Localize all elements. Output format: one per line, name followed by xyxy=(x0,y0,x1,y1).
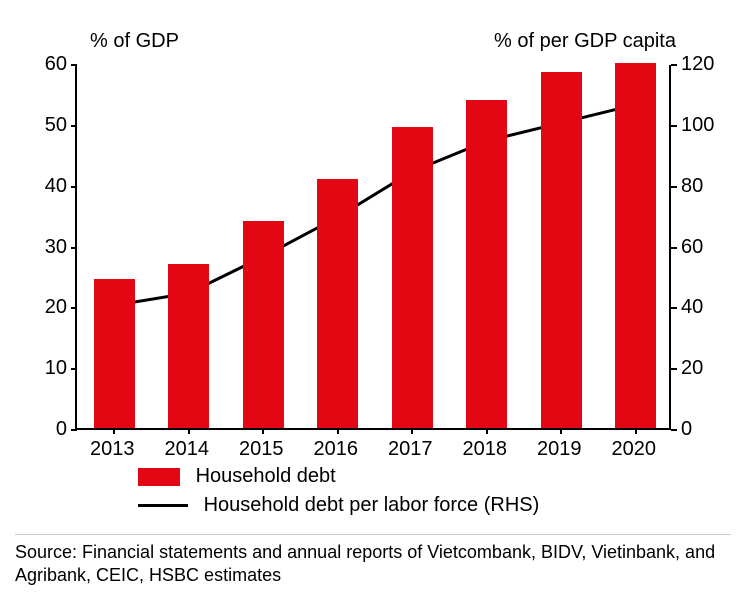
y-left-tick xyxy=(71,64,77,66)
left-axis-title: % of GDP xyxy=(90,30,179,53)
legend-swatch-line xyxy=(138,504,188,507)
y-left-tick-label: 30 xyxy=(27,236,67,259)
x-tick xyxy=(262,428,264,434)
y-right-tick-label: 100 xyxy=(681,114,731,137)
y-left-tick-label: 0 xyxy=(27,418,67,441)
x-tick-label: 2014 xyxy=(165,438,210,461)
y-right-tick-label: 60 xyxy=(681,236,731,259)
y-right-tick xyxy=(671,125,677,127)
y-right-tick-label: 40 xyxy=(681,296,731,319)
x-tick xyxy=(188,428,190,434)
y-left-tick-label: 60 xyxy=(27,53,67,76)
x-tick xyxy=(411,428,413,434)
bar xyxy=(317,179,358,428)
x-tick xyxy=(486,428,488,434)
bar xyxy=(541,72,582,428)
x-tick xyxy=(113,428,115,434)
x-tick-label: 2015 xyxy=(239,438,284,461)
x-tick-label: 2017 xyxy=(388,438,433,461)
plot-area xyxy=(75,65,671,430)
y-left-tick-label: 40 xyxy=(27,175,67,198)
legend-label-line: Household debt per labor force (RHS) xyxy=(204,494,540,516)
x-tick xyxy=(337,428,339,434)
y-left-tick xyxy=(71,186,77,188)
x-tick-label: 2018 xyxy=(463,438,508,461)
y-left-tick-label: 10 xyxy=(27,357,67,380)
legend-line: Household debt per labor force (RHS) xyxy=(138,494,539,517)
y-left-tick xyxy=(71,125,77,127)
bar xyxy=(94,279,135,428)
x-tick-label: 2016 xyxy=(314,438,359,461)
y-right-tick xyxy=(671,64,677,66)
y-left-tick xyxy=(71,429,77,431)
legend-swatch-bars xyxy=(138,468,180,486)
line-series xyxy=(77,65,673,430)
bar xyxy=(168,264,209,428)
y-left-tick xyxy=(71,307,77,309)
bar xyxy=(466,100,507,429)
y-right-tick-label: 80 xyxy=(681,175,731,198)
y-right-tick xyxy=(671,307,677,309)
y-left-tick xyxy=(71,368,77,370)
legend-label-bars: Household debt xyxy=(196,465,336,487)
chart-container: % of GDP % of per GDP capita Household d… xyxy=(0,0,746,597)
y-right-tick xyxy=(671,247,677,249)
y-left-tick-label: 50 xyxy=(27,114,67,137)
legend-bars: Household debt xyxy=(138,465,336,488)
right-axis-title: % of per GDP capita xyxy=(494,30,676,53)
bar xyxy=(615,63,656,428)
y-right-tick xyxy=(671,429,677,431)
y-right-tick xyxy=(671,186,677,188)
bar xyxy=(243,221,284,428)
y-right-tick xyxy=(671,368,677,370)
y-left-tick-label: 20 xyxy=(27,296,67,319)
x-tick xyxy=(560,428,562,434)
x-tick-label: 2013 xyxy=(90,438,135,461)
x-tick-label: 2019 xyxy=(537,438,582,461)
y-right-tick-label: 20 xyxy=(681,357,731,380)
x-tick xyxy=(635,428,637,434)
y-right-tick-label: 0 xyxy=(681,418,731,441)
source-text: Source: Financial statements and annual … xyxy=(15,534,731,586)
bar xyxy=(392,127,433,428)
y-right-tick-label: 120 xyxy=(681,53,731,76)
y-left-tick xyxy=(71,247,77,249)
x-tick-label: 2020 xyxy=(612,438,657,461)
